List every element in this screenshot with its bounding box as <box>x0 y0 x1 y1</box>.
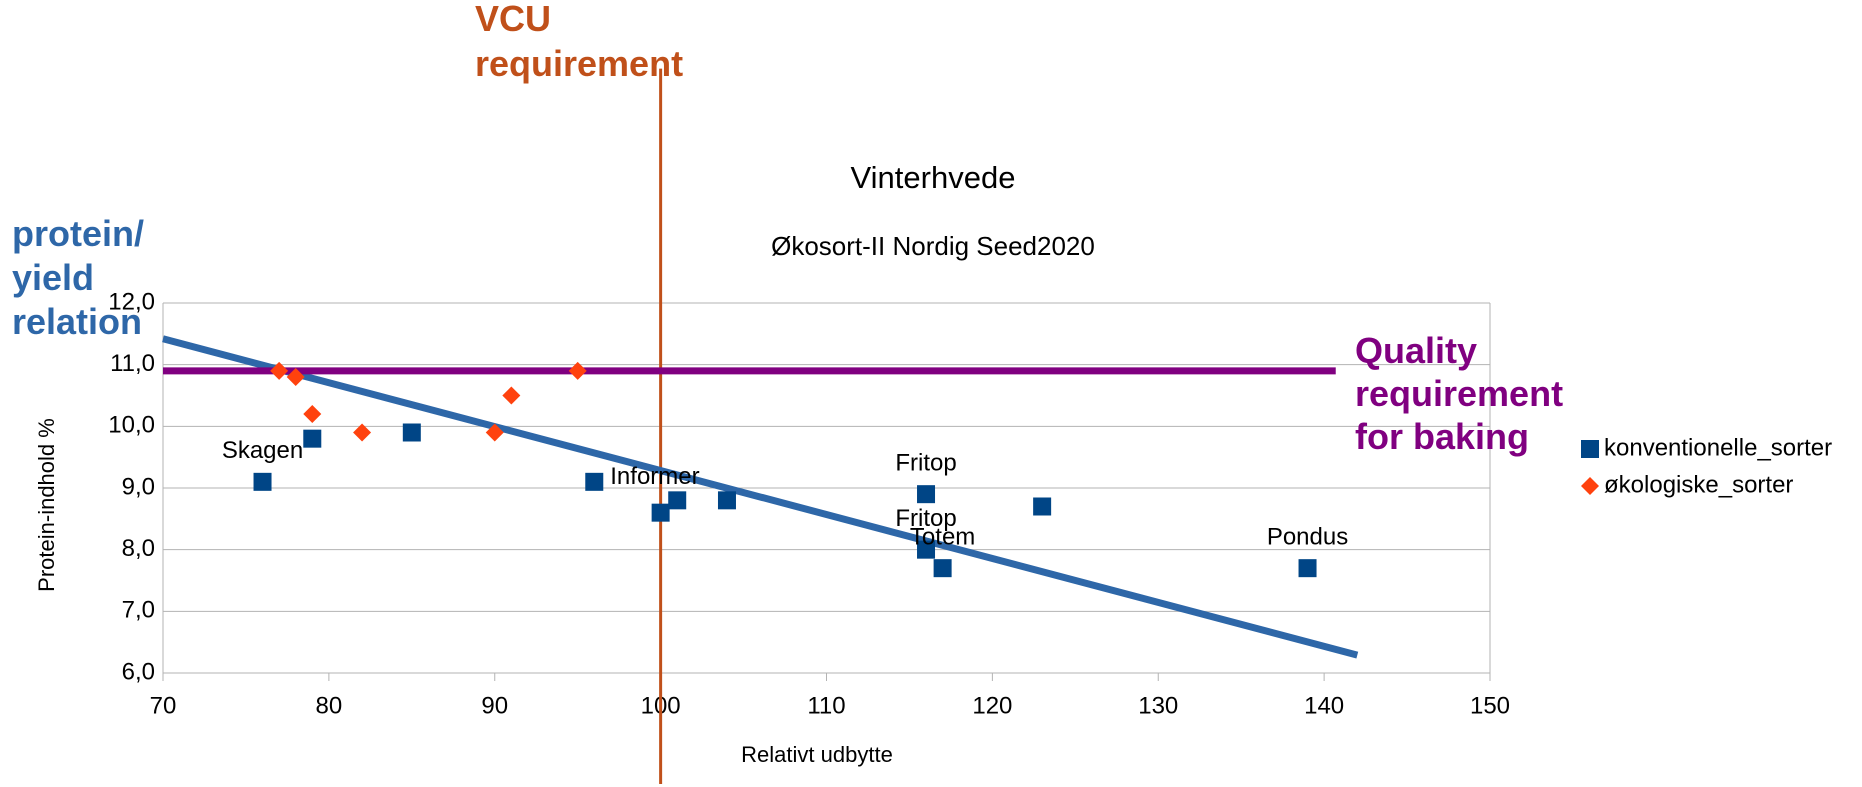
x-axis-title: Relativt udbytte <box>741 742 893 767</box>
point-label: Fritop <box>895 505 956 532</box>
annotation-line <box>162 335 1359 659</box>
point-label: Skagen <box>222 437 303 464</box>
x-tick-label: 90 <box>481 692 508 719</box>
point-label: Pondus <box>1267 524 1348 551</box>
y-tick-label: 12,0 <box>108 288 155 315</box>
scatter-point <box>717 491 736 510</box>
scatter-point <box>402 423 421 442</box>
scatter-point <box>668 491 687 510</box>
scatter-point <box>585 472 604 491</box>
legend-marker <box>1581 440 1599 458</box>
scatter-point <box>917 485 936 504</box>
scatter-point <box>253 472 272 491</box>
scatter-point <box>270 361 289 380</box>
x-tick-label: 140 <box>1304 692 1344 719</box>
annotation-text: protein/yield relation <box>12 213 144 342</box>
annotation-text: VCU requirement <box>475 0 683 84</box>
y-tick-label: 6,0 <box>122 658 155 685</box>
scatter-point <box>651 503 670 522</box>
annotation-line-text: protein/ <box>12 213 144 254</box>
y-tick-label: 7,0 <box>122 597 155 624</box>
point-label: Fritop <box>895 450 956 477</box>
annotation-line-text: requirement <box>1355 373 1563 414</box>
annotation-line-text: for baking <box>1355 416 1529 457</box>
scatter-point <box>933 559 952 578</box>
scatter-point <box>303 429 322 448</box>
x-tick-label: 80 <box>316 692 343 719</box>
point-label: Totem <box>910 524 975 551</box>
scatter-point <box>1033 497 1052 516</box>
annotation-line-text: yield <box>12 257 94 298</box>
y-tick-label: 8,0 <box>122 535 155 562</box>
scatter-point <box>303 405 322 423</box>
annotation-line-text: relation <box>12 301 142 342</box>
annotation-line-text: VCU <box>475 0 551 39</box>
point-label: Informer <box>610 463 699 490</box>
y-tick-label: 11,0 <box>110 350 155 377</box>
legend-label: økologiske_sorter <box>1604 471 1793 498</box>
scatter-point <box>1298 559 1317 578</box>
scatter-point <box>485 423 504 442</box>
scatter-point <box>286 368 305 386</box>
annotation-text: Quality requirement for baking <box>1355 330 1563 457</box>
y-tick-label: 9,0 <box>122 473 155 500</box>
chart-title: Vinterhvede <box>851 160 1016 195</box>
x-tick-label: 70 <box>150 692 177 719</box>
legend-marker <box>1581 477 1599 495</box>
x-tick-label: 110 <box>807 692 845 719</box>
x-tick-label: 150 <box>1470 692 1510 719</box>
legend-label: konventionelle_sorter <box>1604 434 1832 461</box>
chart-subtitle: Økosort-II Nordig Seed2020 <box>771 231 1095 261</box>
annotation-line-text: requirement <box>475 43 683 84</box>
annotation-line-text: Quality <box>1355 330 1477 371</box>
scatter-point <box>353 423 372 442</box>
y-tick-label: 10,0 <box>108 412 155 439</box>
y-axis-title: Protein-indhold % <box>34 418 59 592</box>
scatter-point <box>917 540 936 559</box>
x-tick-label: 130 <box>1138 692 1178 719</box>
scatter-point <box>568 361 587 380</box>
scatter-point <box>502 386 521 405</box>
x-tick-label: 120 <box>972 692 1012 719</box>
